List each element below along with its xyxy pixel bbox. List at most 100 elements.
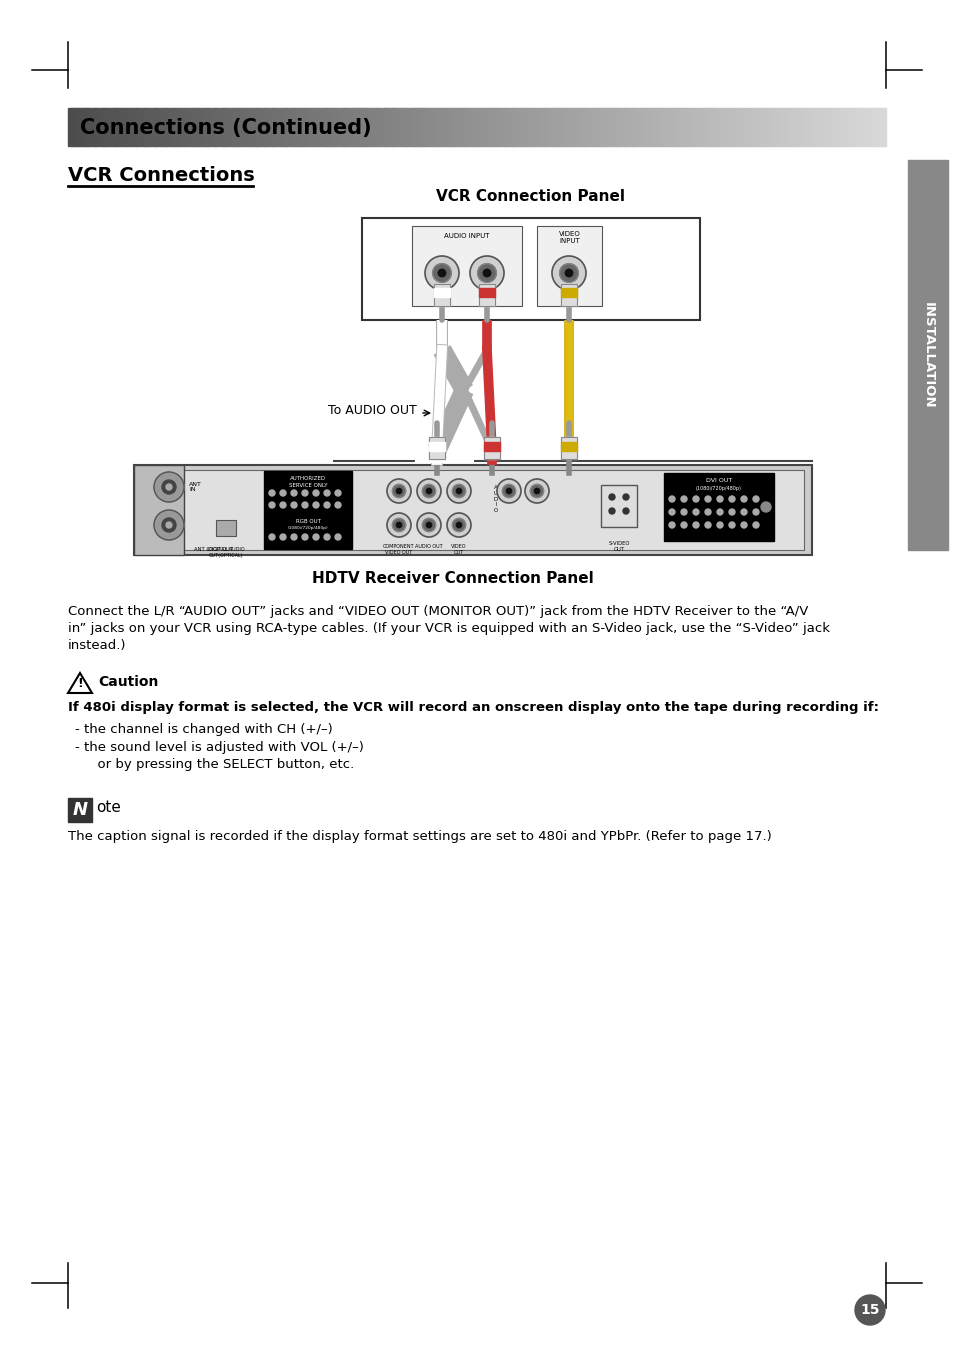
Bar xyxy=(760,108,763,146)
Circle shape xyxy=(335,534,340,540)
Bar xyxy=(544,108,548,146)
Text: (1080i/720p/480p): (1080i/720p/480p) xyxy=(696,486,741,490)
Bar xyxy=(179,108,183,146)
Bar xyxy=(139,108,142,146)
Bar xyxy=(68,798,91,821)
Bar xyxy=(471,108,475,146)
Bar xyxy=(174,108,177,146)
Circle shape xyxy=(456,488,461,493)
Bar xyxy=(368,108,371,146)
Circle shape xyxy=(395,488,401,493)
Bar xyxy=(746,108,749,146)
Bar xyxy=(560,436,577,459)
Bar xyxy=(349,108,352,146)
Bar xyxy=(607,108,611,146)
Bar xyxy=(676,108,679,146)
Bar xyxy=(215,108,218,146)
Bar xyxy=(626,108,630,146)
Bar xyxy=(327,108,330,146)
Circle shape xyxy=(335,490,340,496)
Bar xyxy=(346,108,349,146)
Bar xyxy=(490,108,494,146)
Circle shape xyxy=(622,508,628,513)
Circle shape xyxy=(752,521,759,528)
Circle shape xyxy=(524,480,548,503)
Bar xyxy=(362,108,365,146)
Circle shape xyxy=(854,1296,884,1325)
Bar xyxy=(122,108,126,146)
Text: 15: 15 xyxy=(860,1302,879,1317)
Text: or by pressing the SELECT button, etc.: or by pressing the SELECT button, etc. xyxy=(89,758,354,771)
Circle shape xyxy=(387,513,411,536)
Bar xyxy=(762,108,765,146)
Circle shape xyxy=(456,523,461,528)
Bar xyxy=(558,108,561,146)
Bar xyxy=(698,108,700,146)
Circle shape xyxy=(483,269,490,277)
Text: DVI OUT: DVI OUT xyxy=(705,478,731,484)
Bar xyxy=(542,108,545,146)
Circle shape xyxy=(752,509,759,515)
Bar xyxy=(242,108,246,146)
Circle shape xyxy=(692,496,699,503)
Circle shape xyxy=(395,523,401,528)
Bar xyxy=(755,108,758,146)
Bar xyxy=(515,108,517,146)
Bar xyxy=(387,108,390,146)
Bar xyxy=(133,465,811,555)
Circle shape xyxy=(324,490,330,496)
Text: To AUDIO OUT: To AUDIO OUT xyxy=(328,404,416,416)
Bar xyxy=(457,108,460,146)
Bar xyxy=(632,108,635,146)
Bar xyxy=(771,108,774,146)
Bar xyxy=(825,108,828,146)
Bar xyxy=(534,108,537,146)
Bar xyxy=(308,108,311,146)
Bar xyxy=(76,108,79,146)
Bar xyxy=(429,436,444,459)
Bar xyxy=(428,108,431,146)
Bar xyxy=(429,442,444,451)
Bar xyxy=(651,108,654,146)
Bar xyxy=(114,108,117,146)
Bar xyxy=(738,108,741,146)
Bar xyxy=(531,108,535,146)
Circle shape xyxy=(740,521,746,528)
Bar xyxy=(661,108,665,146)
Text: L: L xyxy=(439,295,443,300)
Bar xyxy=(638,108,640,146)
Bar xyxy=(528,108,532,146)
Bar xyxy=(403,108,406,146)
Bar xyxy=(463,108,466,146)
Text: The caption signal is recorded if the display format settings are set to 480i an: The caption signal is recorded if the di… xyxy=(68,830,771,843)
Bar xyxy=(657,108,659,146)
Bar xyxy=(855,108,859,146)
Circle shape xyxy=(437,269,445,277)
Bar xyxy=(498,108,501,146)
Bar xyxy=(438,108,441,146)
Text: RGB OUT: RGB OUT xyxy=(295,519,320,524)
Circle shape xyxy=(452,519,465,531)
Bar xyxy=(441,108,444,146)
Bar xyxy=(330,108,333,146)
Circle shape xyxy=(552,255,585,290)
Circle shape xyxy=(313,490,318,496)
Bar xyxy=(702,108,706,146)
Bar xyxy=(352,108,355,146)
Bar xyxy=(419,108,422,146)
Bar xyxy=(215,520,235,536)
Bar xyxy=(585,108,589,146)
Bar xyxy=(743,108,746,146)
Bar xyxy=(447,108,450,146)
Text: COMPONENT
VIDEO OUT: COMPONENT VIDEO OUT xyxy=(383,544,415,555)
Bar xyxy=(460,108,463,146)
Bar xyxy=(142,470,803,550)
Circle shape xyxy=(447,480,471,503)
Circle shape xyxy=(422,485,436,497)
Text: ANT LOOP OUT: ANT LOOP OUT xyxy=(193,547,233,553)
Bar xyxy=(556,108,558,146)
Bar xyxy=(757,108,760,146)
Bar xyxy=(406,108,409,146)
Bar xyxy=(485,108,488,146)
Circle shape xyxy=(728,521,734,528)
